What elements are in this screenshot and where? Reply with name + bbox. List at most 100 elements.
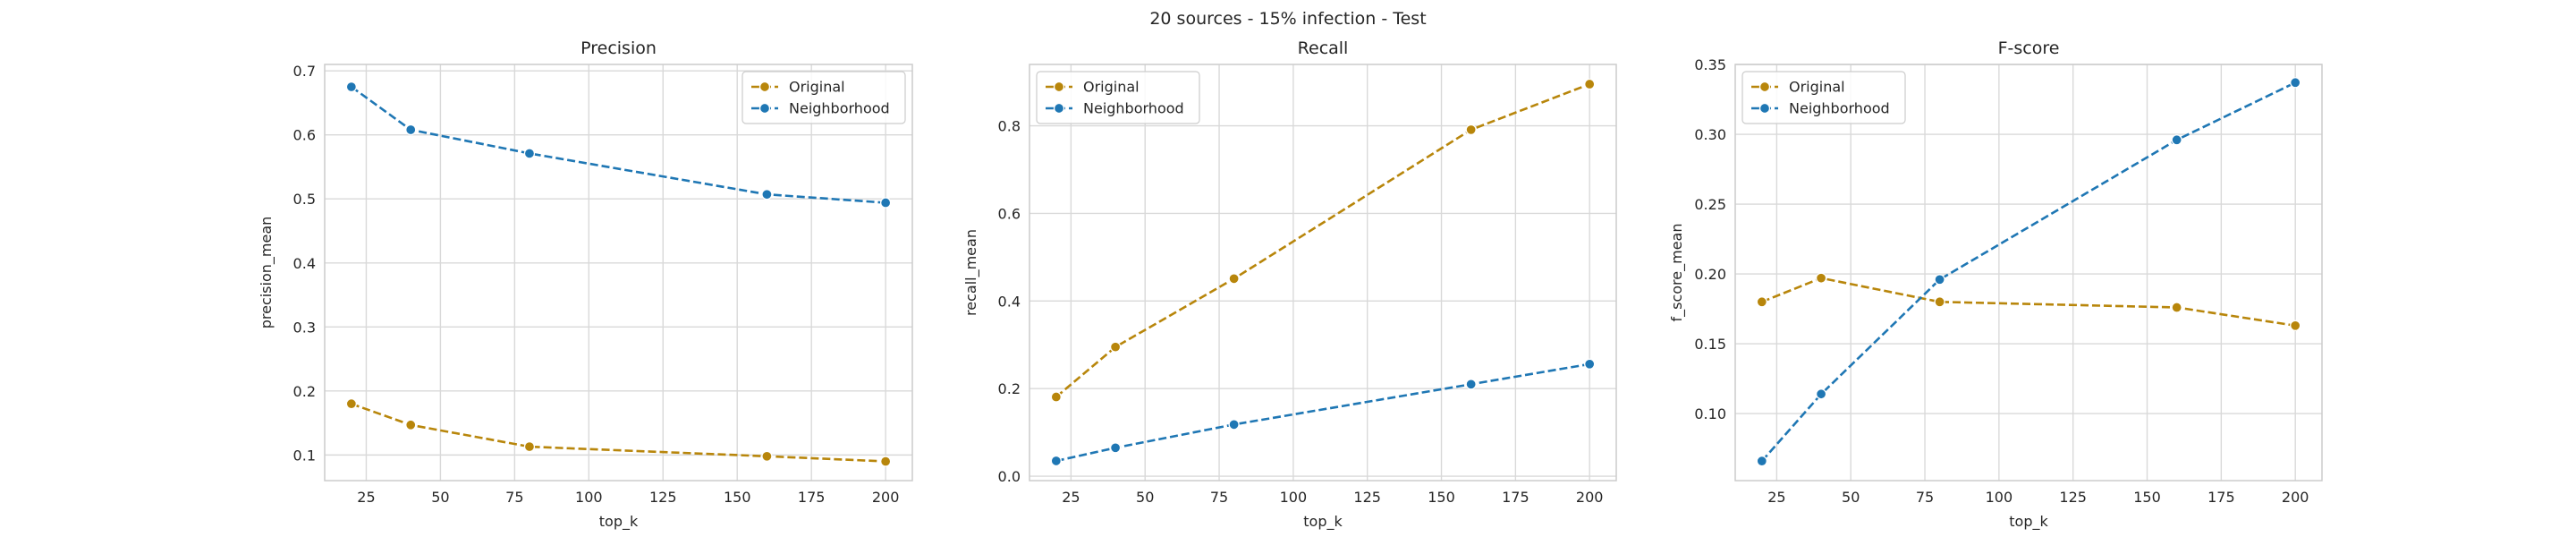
y-tick-label: 0.6	[998, 205, 1021, 222]
legend-box	[741, 71, 906, 124]
y-tick-label: 0.3	[293, 319, 316, 336]
axes-frame	[324, 64, 913, 482]
data-point	[1815, 272, 1827, 284]
figure-suptitle: 20 sources - 15% infection - Test	[1149, 9, 1426, 29]
chart-title: Recall	[1298, 38, 1349, 58]
x-axis-label: top_k	[2009, 513, 2048, 531]
series-line-original	[351, 402, 886, 463]
data-point	[879, 197, 892, 209]
data-point	[1934, 274, 1945, 286]
legend-label: Neighborhood	[789, 100, 890, 117]
x-tick-label: 175	[798, 489, 826, 506]
y-tick-label: 0.30	[1694, 126, 1726, 143]
y-axis-label: precision_mean	[258, 217, 275, 329]
y-tick-label: 0.25	[1694, 196, 1726, 213]
data-point	[523, 440, 536, 453]
y-tick-label: 0.35	[1694, 56, 1726, 73]
x-tick-label: 25	[1767, 489, 1785, 506]
y-tick-label: 0.1	[293, 447, 316, 464]
y-tick-label: 0.4	[998, 293, 1021, 310]
data-point	[761, 189, 773, 200]
legend-swatch-marker	[1053, 81, 1065, 93]
x-tick-label: 125	[2059, 489, 2087, 506]
x-tick-label: 150	[724, 489, 751, 506]
axes-frame	[1029, 64, 1617, 482]
series-line-original	[1761, 277, 2296, 328]
legend-label: Original	[1789, 79, 1845, 96]
x-tick-label: 75	[1916, 489, 1934, 506]
x-tick-label: 200	[1576, 489, 1604, 506]
legend-swatch-marker	[1053, 102, 1065, 115]
legend-label: Original	[1083, 79, 1140, 96]
chart-panel-3: 25 50 75 100 125 150 175 200 0.10 0.15 0.20 0.25 0.3…	[1668, 38, 2323, 531]
legend-label: Neighborhood	[1083, 100, 1184, 117]
x-tick-label: 175	[2207, 489, 2235, 506]
legend: Original Neighborhood	[1036, 71, 1200, 124]
data-point	[405, 419, 417, 430]
x-tick-label: 175	[1502, 489, 1530, 506]
x-tick-label: 125	[1353, 489, 1381, 506]
legend: Original Neighborhood	[741, 71, 906, 124]
series-line-neighborhood	[1760, 81, 2296, 463]
x-tick-label: 150	[2133, 489, 2161, 506]
x-tick-label: 25	[357, 489, 375, 506]
x-tick-label: 50	[1842, 489, 1860, 506]
y-tick-label: 0.4	[293, 255, 316, 272]
x-tick-label: 100	[1280, 489, 1308, 506]
legend-box	[1036, 71, 1200, 124]
x-tick-label: 100	[575, 489, 603, 506]
y-tick-label: 0.8	[998, 118, 1021, 135]
series-line-original	[1055, 82, 1590, 398]
data-point	[1815, 388, 1827, 400]
x-tick-label: 200	[872, 489, 900, 506]
legend-label: Neighborhood	[1789, 100, 1890, 117]
x-tick-label: 50	[431, 489, 449, 506]
y-axis-label: recall_mean	[962, 229, 980, 316]
data-point	[1050, 455, 1062, 467]
data-point	[1050, 391, 1062, 403]
y-tick-label: 0.20	[1694, 266, 1726, 283]
data-point	[1934, 296, 1945, 308]
x-tick-label: 100	[1986, 489, 2013, 506]
legend-swatch-marker	[1758, 102, 1771, 115]
x-tick-label: 125	[649, 489, 677, 506]
axes-frame	[1734, 64, 2323, 482]
data-point	[2171, 134, 2182, 146]
legend-swatch-marker	[1758, 81, 1771, 93]
y-tick-label: 0.10	[1694, 405, 1726, 422]
data-point	[345, 81, 358, 93]
legend-box	[1741, 71, 1906, 124]
legend: Original Neighborhood	[1741, 71, 1906, 124]
data-point	[1465, 124, 1477, 136]
y-tick-label: 0.7	[293, 63, 316, 80]
data-point	[2290, 77, 2301, 89]
chart-panel-1: 25 50 75 100 125 150 175 200 0.1 0.2 0.3 0.4 0.5 0.6 0…	[258, 38, 913, 531]
series-line-neighborhood	[351, 85, 886, 204]
y-tick-label: 0.15	[1694, 336, 1726, 353]
data-point	[345, 398, 358, 410]
data-point	[1756, 456, 1767, 467]
legend-label: Original	[789, 79, 845, 96]
y-tick-label: 0.0	[998, 468, 1021, 485]
data-point	[1756, 296, 1767, 308]
y-tick-label: 0.5	[293, 191, 316, 208]
x-tick-label: 75	[1210, 489, 1228, 506]
data-point	[1584, 78, 1596, 90]
x-tick-label: 25	[1062, 489, 1080, 506]
data-point	[2290, 320, 2301, 331]
data-point	[1109, 442, 1122, 454]
y-tick-label: 0.2	[998, 380, 1021, 397]
x-tick-label: 150	[1428, 489, 1455, 506]
legend-swatch-marker	[758, 81, 771, 93]
data-point	[1584, 358, 1596, 370]
series-line-neighborhood	[1055, 362, 1590, 463]
data-point	[405, 124, 417, 136]
data-point	[1228, 419, 1240, 430]
x-tick-label: 75	[505, 489, 523, 506]
chart-title: F-score	[1998, 38, 2060, 58]
legend-swatch-marker	[758, 102, 771, 115]
y-tick-label: 0.2	[293, 383, 316, 400]
data-point	[523, 148, 536, 159]
x-tick-label: 200	[2282, 489, 2309, 506]
